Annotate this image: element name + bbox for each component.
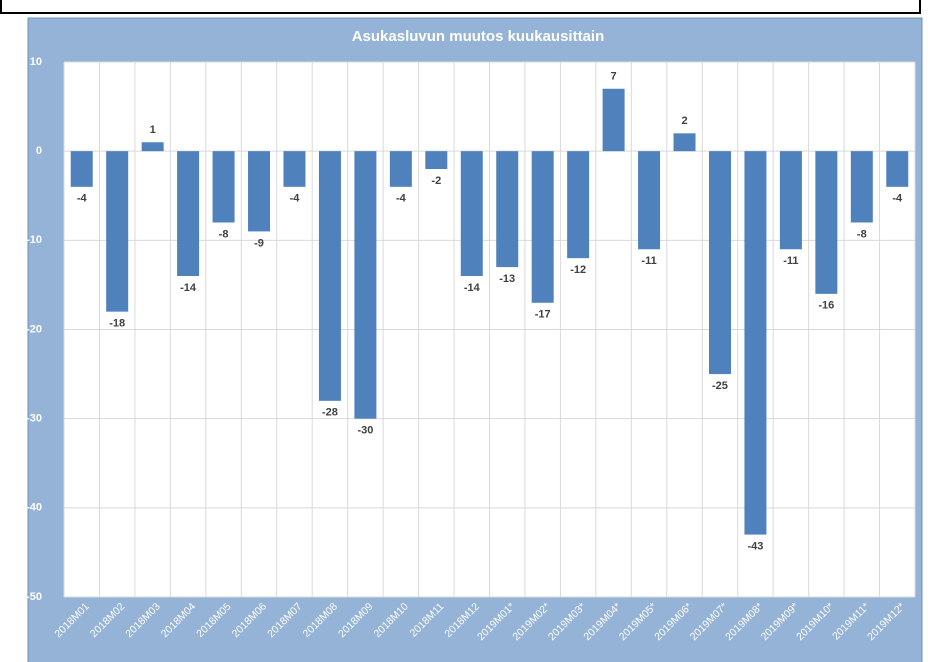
y-tick-label: 10 bbox=[30, 56, 42, 68]
bar bbox=[708, 151, 731, 375]
bar bbox=[567, 151, 590, 259]
bar bbox=[673, 133, 696, 152]
chart-title: Asukasluvun muutos kuukausittain bbox=[352, 28, 605, 45]
bar bbox=[318, 151, 341, 401]
data-label: -18 bbox=[109, 318, 125, 330]
data-label: -8 bbox=[857, 228, 867, 240]
bar bbox=[531, 151, 554, 303]
data-label: -43 bbox=[747, 540, 763, 552]
y-tick-label: -20 bbox=[26, 323, 42, 335]
bar bbox=[850, 151, 873, 223]
data-label: -30 bbox=[357, 425, 373, 437]
bar bbox=[886, 151, 909, 187]
data-label: -25 bbox=[712, 380, 728, 392]
data-label: 2 bbox=[681, 115, 687, 127]
data-label: -16 bbox=[818, 300, 834, 312]
bar bbox=[460, 151, 483, 276]
bar bbox=[779, 151, 802, 250]
data-label: -4 bbox=[77, 193, 88, 205]
data-label: -11 bbox=[641, 255, 656, 267]
data-label: -4 bbox=[892, 193, 903, 205]
bar bbox=[354, 151, 377, 419]
bar bbox=[283, 151, 306, 187]
y-tick-label: -10 bbox=[26, 234, 42, 246]
data-label: -12 bbox=[570, 264, 586, 276]
data-label: 7 bbox=[611, 71, 617, 83]
bar bbox=[177, 151, 200, 276]
bar bbox=[602, 88, 625, 152]
bar bbox=[248, 151, 271, 232]
bar bbox=[389, 151, 412, 187]
bar bbox=[141, 142, 164, 152]
data-label: -2 bbox=[431, 175, 441, 187]
data-label: 1 bbox=[150, 124, 156, 136]
top-frame bbox=[0, 0, 921, 14]
data-label: -13 bbox=[499, 273, 515, 285]
bar bbox=[496, 151, 519, 268]
bar bbox=[212, 151, 235, 223]
bar bbox=[638, 151, 661, 250]
data-label: -14 bbox=[180, 282, 197, 294]
y-tick-label: -30 bbox=[26, 413, 42, 425]
data-label: -14 bbox=[464, 282, 481, 294]
y-tick-label: 0 bbox=[36, 145, 42, 157]
bar bbox=[815, 151, 838, 294]
data-label: -28 bbox=[322, 407, 338, 419]
bar bbox=[70, 151, 93, 187]
y-tick-label: -40 bbox=[26, 502, 42, 514]
y-tick-label: -50 bbox=[26, 591, 42, 603]
data-label: -17 bbox=[535, 309, 551, 321]
bar bbox=[744, 151, 767, 535]
data-label: -8 bbox=[219, 228, 229, 240]
data-label: -4 bbox=[396, 193, 407, 205]
data-label: -4 bbox=[290, 193, 301, 205]
bar bbox=[106, 151, 129, 312]
bar bbox=[425, 151, 448, 169]
data-label: -9 bbox=[254, 237, 264, 249]
data-label: -11 bbox=[783, 255, 798, 267]
